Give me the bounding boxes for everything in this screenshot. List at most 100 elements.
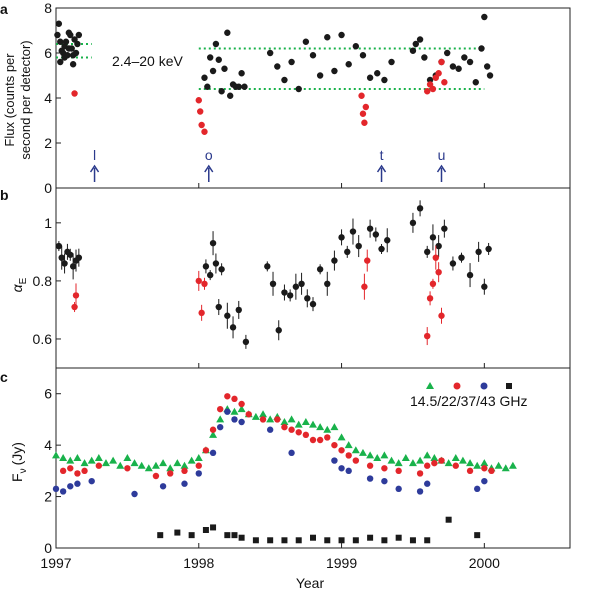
data-point: [187, 456, 196, 464]
data-point: [444, 49, 451, 57]
data-point: [324, 434, 331, 441]
data-point: [310, 534, 316, 541]
ytick-label: 0.8: [33, 273, 53, 289]
data-point: [412, 40, 419, 48]
data-point: [451, 454, 460, 461]
data-point: [424, 88, 431, 95]
data-point: [316, 72, 324, 79]
data-point: [472, 79, 479, 86]
data-point: [281, 76, 288, 84]
data-point: [274, 416, 281, 423]
data-point: [67, 483, 74, 490]
series-green-triangle: [52, 405, 517, 472]
data-point: [194, 454, 203, 461]
data-point: [298, 280, 305, 288]
data-point: [167, 470, 174, 477]
data-point: [408, 459, 417, 467]
data-point: [197, 108, 204, 115]
data-point: [173, 459, 182, 467]
data-point: [61, 54, 68, 61]
data-point: [72, 49, 80, 57]
data-point: [323, 425, 332, 433]
data-point: [229, 324, 237, 331]
data-point: [409, 47, 417, 54]
data-point: [309, 300, 317, 308]
data-point: [59, 488, 67, 495]
ytick-label: 0: [44, 540, 52, 556]
data-point: [455, 65, 462, 72]
data-point: [432, 254, 439, 261]
data-point: [424, 480, 431, 487]
data-point: [65, 29, 73, 36]
panel-c: 0 2 4 6 1997 1998 1999 2000 c 14.5/22/37/43 GH…: [0, 367, 571, 591]
data-point: [372, 231, 380, 238]
data-point: [381, 537, 388, 544]
data-point: [301, 418, 310, 425]
data-point: [480, 459, 489, 467]
data-point: [124, 465, 131, 472]
ytick-label: 6: [44, 386, 52, 402]
marker-label: u: [438, 147, 446, 163]
data-point: [267, 537, 274, 544]
data-point: [216, 405, 224, 413]
data-point: [352, 457, 360, 464]
data-point: [218, 88, 225, 95]
data-point: [395, 485, 402, 493]
data-point: [252, 537, 259, 544]
data-point: [269, 280, 277, 288]
legend-blue-dot: [480, 382, 488, 390]
data-point: [55, 20, 63, 27]
data-point: [452, 462, 459, 469]
data-point: [62, 38, 70, 45]
data-point: [337, 433, 346, 441]
data-point: [381, 76, 388, 84]
data-point: [207, 54, 214, 61]
data-point: [116, 461, 125, 469]
data-point: [466, 459, 475, 467]
data-point: [481, 13, 488, 21]
series-red-circle: [59, 393, 495, 480]
data-point: [207, 271, 214, 279]
data-point: [224, 408, 231, 415]
data-point: [237, 405, 246, 413]
data-point: [444, 459, 453, 467]
data-point: [159, 483, 167, 490]
data-point: [338, 234, 345, 241]
data-point: [88, 477, 95, 485]
data-point: [473, 461, 482, 469]
data-point: [221, 65, 228, 72]
data-point: [75, 31, 83, 39]
panel-c-legend: [426, 382, 512, 390]
data-point: [361, 283, 368, 290]
data-point: [67, 251, 74, 258]
data-point: [366, 475, 374, 482]
panel-b-ylabel-sub: E: [18, 277, 29, 284]
panel-b-ylabel: αE: [9, 277, 29, 292]
data-point: [424, 537, 431, 544]
data-point: [508, 461, 517, 469]
data-point: [429, 280, 437, 288]
data-point: [159, 459, 168, 467]
data-point: [288, 426, 295, 433]
panel-c-ylabel-main: F: [9, 473, 25, 482]
legend-red-dot: [453, 382, 461, 390]
data-point: [264, 263, 271, 270]
series-red-circle: [71, 245, 445, 346]
data-point: [338, 31, 345, 39]
data-point: [71, 303, 78, 311]
data-point: [238, 70, 245, 77]
data-point: [52, 485, 60, 493]
data-point: [331, 457, 338, 464]
data-point: [235, 306, 242, 314]
data-point: [202, 527, 209, 533]
panel-b-yticks: 0.6 0.8 1: [33, 215, 61, 347]
data-point: [109, 456, 118, 464]
data-point: [292, 283, 300, 290]
data-point: [378, 245, 385, 253]
series-black-circle: [55, 200, 492, 349]
data-point: [58, 254, 65, 261]
data-point: [251, 412, 260, 420]
data-point: [373, 454, 382, 461]
data-point: [438, 457, 445, 464]
